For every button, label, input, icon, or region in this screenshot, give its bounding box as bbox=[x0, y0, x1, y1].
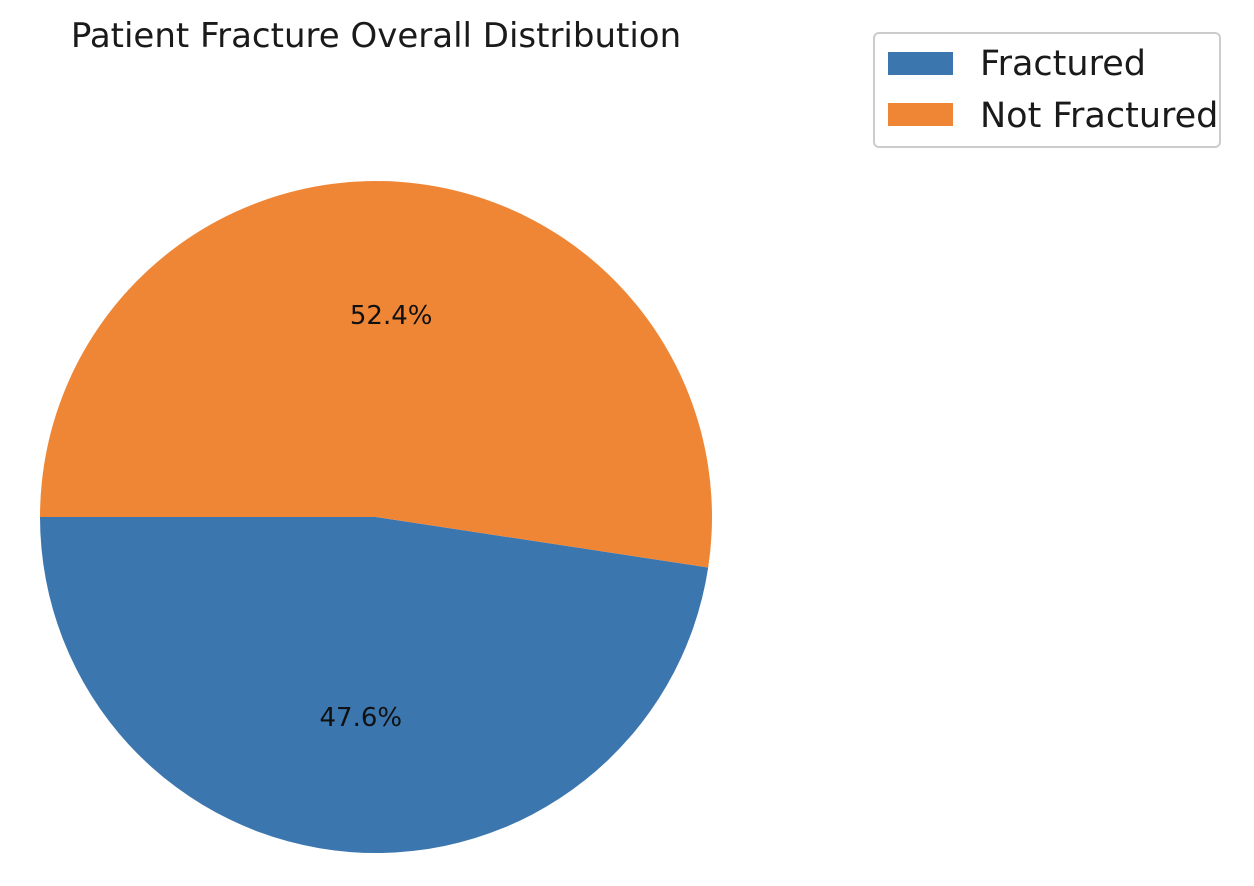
pie-slices bbox=[40, 181, 712, 854]
legend-label-fractured: Fractured bbox=[980, 44, 1146, 84]
legend-frame bbox=[873, 32, 1221, 148]
legend-swatch-fractured bbox=[888, 52, 953, 75]
legend-swatch-not-fractured bbox=[888, 103, 953, 126]
pie-slice-fractured bbox=[40, 517, 709, 854]
pie-value-label-fractured: 47.6% bbox=[320, 703, 403, 733]
legend: Fractured Not Fractured bbox=[873, 32, 1221, 148]
pie-value-label-not-fractured: 52.4% bbox=[350, 301, 433, 331]
legend-label-not-fractured: Not Fractured bbox=[980, 96, 1218, 136]
chart-title: Patient Fracture Overall Distribution bbox=[71, 16, 681, 56]
pie-value-labels: 47.6% 52.4% bbox=[320, 301, 433, 733]
pie-slice-not-fractured bbox=[40, 181, 712, 568]
